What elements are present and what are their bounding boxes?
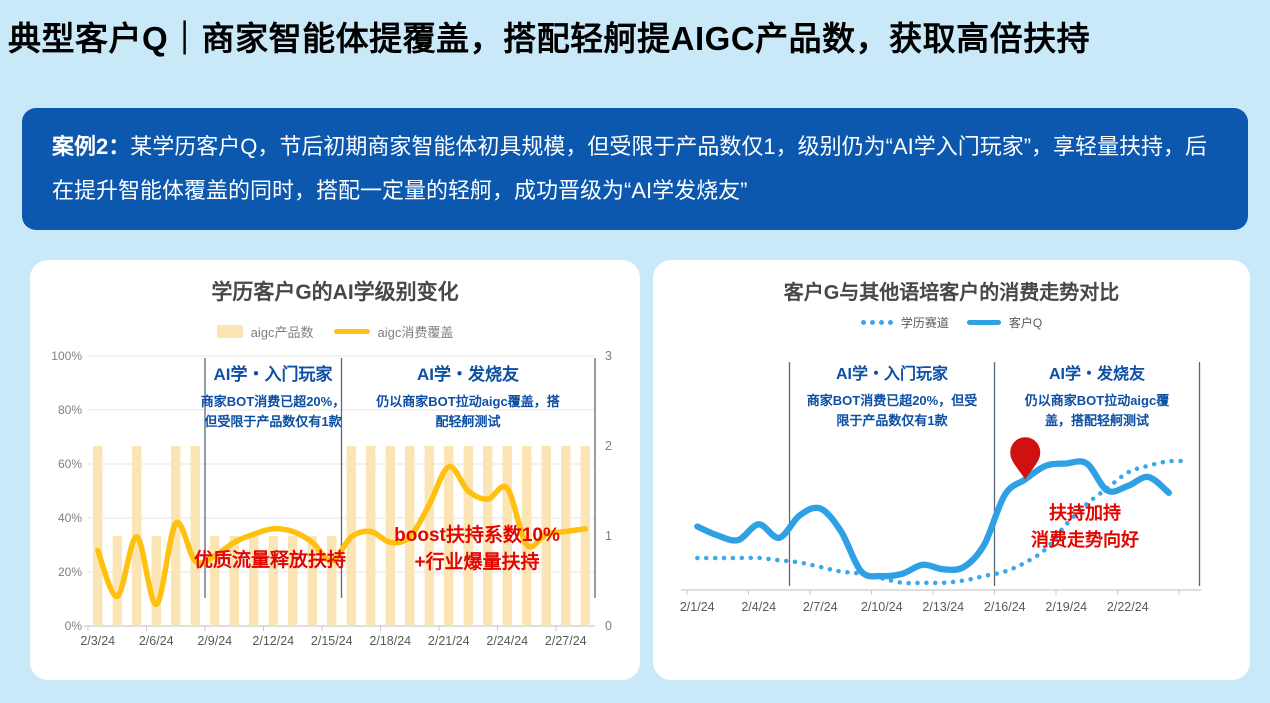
svg-text:2/10/24: 2/10/24: [861, 600, 903, 614]
svg-text:2: 2: [605, 439, 612, 453]
red-note-line: +行业爆量扶持: [414, 552, 540, 573]
left-red-note-traffic: 优质流量释放扶持: [194, 547, 346, 574]
svg-text:2/24/24: 2/24/24: [486, 634, 528, 648]
svg-text:2/27/24: 2/27/24: [545, 634, 587, 648]
right-phase1-annotation: AI学・入门玩家 商家BOT消费已超20%，但受 限于产品数仅有1款: [785, 360, 1000, 431]
dotted-series-label: 学历赛道: [900, 316, 949, 330]
svg-text:60%: 60%: [58, 457, 82, 471]
phase1-title: AI学・入门玩家: [213, 365, 333, 384]
case-body-text: 某学历客户Q，节后初期商家智能体初具规模，但受限于产品数仅1，级别仍为“AI学入…: [52, 134, 1208, 203]
case-paragraph: 案例2：某学历客户Q，节后初期商家智能体初具规模，但受限于产品数仅1，级别仍为“…: [52, 125, 1218, 213]
svg-text:40%: 40%: [58, 511, 82, 525]
svg-text:2/18/24: 2/18/24: [369, 634, 411, 648]
svg-text:2/16/24: 2/16/24: [984, 600, 1026, 614]
svg-text:2/1/24: 2/1/24: [680, 600, 715, 614]
red-note-line: 消费走势向好: [1031, 530, 1139, 550]
line-series-swatch: [333, 329, 370, 334]
svg-text:2/12/24: 2/12/24: [252, 634, 294, 648]
phase2-line2: 配轻舸测试: [435, 414, 501, 429]
svg-text:0%: 0%: [65, 619, 83, 633]
solid-series-swatch: [966, 320, 1001, 325]
bar-series-swatch: [216, 325, 243, 338]
phase1-line1: 商家BOT消费已超20%，但受: [806, 393, 978, 408]
svg-text:2/4/24: 2/4/24: [741, 600, 776, 614]
svg-text:3: 3: [605, 349, 612, 363]
svg-text:2/6/24: 2/6/24: [139, 634, 174, 648]
trend-line-chart: 2/1/24 2/4/24 2/7/24 2/10/24 2/13/24 2/16/24 2…: [680, 362, 1202, 614]
right-chart-title: 客户G与其他语培客户的消费走势对比: [783, 282, 1120, 304]
svg-text:2/7/24: 2/7/24: [803, 600, 838, 614]
left-phase2-annotation: AI学・发烧友 仍以商家BOT拉动aigc覆盖，搭 配轻舸测试: [348, 360, 588, 432]
phase1-line1: 商家BOT消费已超20%，: [200, 394, 346, 409]
phase2-line2: 盖，搭配轻舸测试: [1044, 413, 1149, 428]
right-chart-legend: 学历赛道 客户Q: [653, 314, 1250, 331]
right-red-note-support: 扶持加持 消费走势向好: [1031, 500, 1139, 554]
aigc-level-chart-card: 学历客户G的AI学级别变化 aigc产品数 aigc消费覆盖 0% 20% 40% 6…: [30, 260, 640, 680]
svg-text:0: 0: [605, 619, 612, 633]
phase1-line2: 限于产品数仅有1款: [836, 413, 948, 428]
consumption-trend-card: 客户G与其他语培客户的消费走势对比 学历赛道 客户Q 2/1/24 2/4/24 2…: [653, 260, 1250, 680]
svg-text:20%: 20%: [58, 565, 82, 579]
svg-text:2/22/24: 2/22/24: [1107, 600, 1149, 614]
svg-text:2/19/24: 2/19/24: [1045, 600, 1087, 614]
svg-text:2/21/24: 2/21/24: [428, 634, 470, 648]
pin-marker-icon: [1010, 437, 1041, 480]
svg-text:80%: 80%: [58, 403, 82, 417]
case-label: 案例2：: [52, 134, 131, 159]
red-note-line: 扶持加持: [1049, 503, 1121, 523]
phase2-title: AI学・发烧友: [1048, 366, 1145, 383]
bar-series-label: aigc产品数: [250, 325, 314, 340]
svg-text:2/13/24: 2/13/24: [922, 600, 964, 614]
case-summary-box: 案例2：某学历客户Q，节后初期商家智能体初具规模，但受限于产品数仅1，级别仍为“…: [22, 108, 1248, 230]
left-chart-legend: aigc产品数 aigc消费覆盖: [30, 322, 640, 341]
svg-text:2/9/24: 2/9/24: [197, 634, 232, 648]
svg-text:100%: 100%: [51, 349, 82, 363]
red-note-line: 优质流量释放扶持: [193, 550, 347, 571]
phase2-line1: 仍以商家BOT拉动aigc覆盖，搭: [376, 394, 560, 409]
left-red-note-boost: boost扶持系数10% +行业爆量扶持: [394, 522, 560, 576]
aigc-combo-chart: 0% 20% 40% 60% 80% 100% 0 1 2 3 2/3/24 2/6/24 2/9/24…: [51, 349, 612, 648]
solid-series-label: 客户Q: [1008, 316, 1043, 330]
red-note-line: boost扶持系数10%: [394, 525, 560, 546]
left-phase1-annotation: AI学・入门玩家 商家BOT消费已超20%， 但受限于产品数仅有1款: [171, 360, 376, 432]
right-phase2-annotation: AI学・发烧友 仍以商家BOT拉动aigc覆 盖，搭配轻舸测试: [1000, 360, 1195, 431]
phase2-line1: 仍以商家BOT拉动aigc覆: [1024, 393, 1170, 408]
phase1-title: AI学・入门玩家: [835, 366, 948, 383]
phase1-line2: 但受限于产品数仅有1款: [204, 414, 342, 429]
phase2-title: AI学・发烧友: [417, 365, 519, 384]
dotted-series-swatch: [860, 320, 893, 325]
line-series-label: aigc消费覆盖: [377, 325, 454, 340]
left-chart-title: 学历客户G的AI学级别变化: [211, 281, 459, 304]
svg-text:1: 1: [605, 529, 612, 543]
svg-text:2/3/24: 2/3/24: [80, 634, 115, 648]
svg-text:2/15/24: 2/15/24: [311, 634, 353, 648]
slide-title: 典型客户Q｜商家智能体提覆盖，搭配轻舸提AIGC产品数，获取高倍扶持: [8, 20, 1091, 57]
